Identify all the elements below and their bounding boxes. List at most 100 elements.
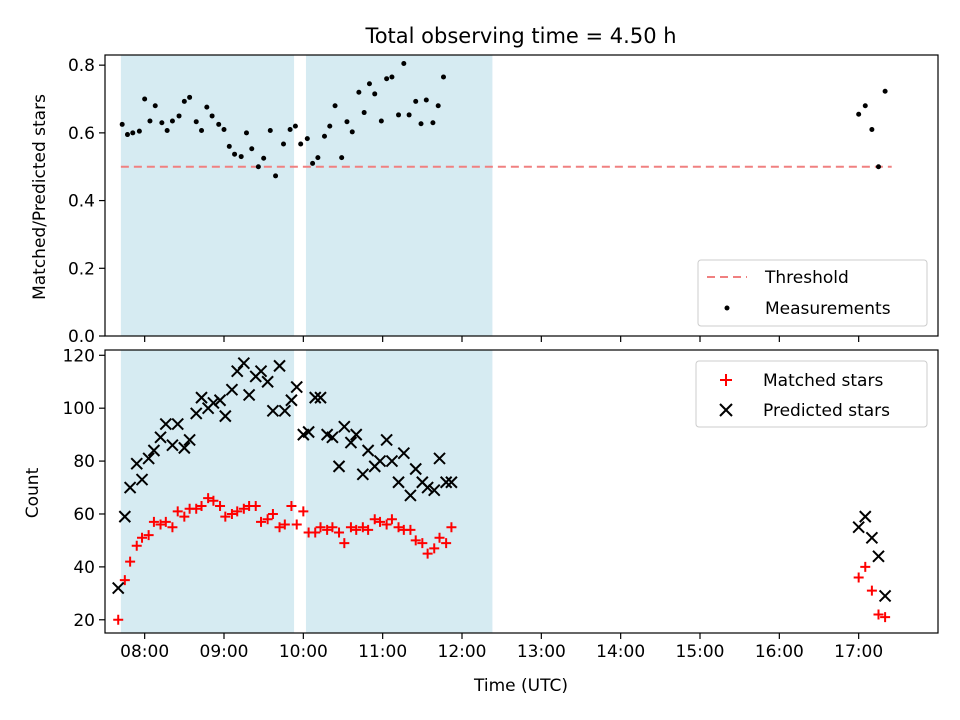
matched-stars-point — [172, 506, 183, 517]
measurements-point — [310, 160, 316, 166]
matched-stars-point — [417, 538, 428, 549]
shaded-interval-1 — [305, 55, 493, 336]
matched-stars-point — [250, 501, 261, 512]
measurements-point — [332, 103, 338, 109]
ratio-panel: 0.0 0.2 0.4 0.6 0.8 — [68, 54, 939, 347]
predicted-stars-point — [207, 396, 220, 410]
measurements-point — [876, 164, 881, 170]
measurements-point — [181, 98, 187, 104]
measurements-point — [281, 141, 286, 147]
matched-stars-point — [226, 508, 237, 519]
matched-stars-point — [208, 495, 219, 506]
matched-stars-point — [446, 522, 457, 533]
matched-stars-point — [238, 503, 249, 514]
predicted-stars-point — [852, 520, 865, 534]
predicted-stars-point — [309, 391, 322, 404]
matched-stars-point — [167, 522, 178, 533]
legend-predicted-label: Predicted stars — [763, 401, 890, 421]
predicted-stars-point — [878, 589, 892, 603]
legend-matched-label: Matched stars — [763, 371, 883, 391]
matched-stars-point — [179, 511, 190, 522]
predicted-stars-point — [344, 436, 358, 449]
legend-ratio: Threshold Measurements — [697, 259, 928, 327]
predicted-stars-point — [213, 394, 227, 407]
x-tick-label: 17:00 — [834, 642, 883, 662]
legend-threshold-label: Threshold — [764, 268, 849, 288]
y-axis-label-count: Count — [23, 467, 43, 518]
matched-stars-point — [215, 501, 226, 512]
matched-stars-point — [322, 524, 333, 535]
legend-measurements-label: Measurements — [765, 299, 891, 319]
shaded-interval-0 — [120, 55, 295, 336]
y-tick-label: 0.4 — [68, 192, 95, 212]
matched-stars-point — [279, 519, 290, 530]
measurements-point — [882, 88, 888, 94]
measurements-point — [226, 143, 232, 149]
matched-stars-point — [422, 548, 433, 559]
x-tick-label: 10:00 — [279, 642, 328, 662]
measurements-point — [304, 136, 310, 142]
predicted-stars-point — [278, 404, 292, 418]
matched-stars-point — [345, 522, 356, 533]
measurements-point — [315, 155, 321, 161]
predicted-stars-point — [397, 446, 411, 460]
matched-stars-point — [405, 524, 416, 535]
predicted-stars-point — [302, 425, 315, 439]
predicted-stars-point — [171, 417, 184, 431]
measurements-point — [862, 103, 868, 109]
measurements-point — [413, 98, 419, 104]
predicted-stars-point — [439, 476, 453, 489]
measurements-point — [267, 127, 273, 133]
count-panel: 20 40 60 80 100 120 08:00 09:00 10:00 11:00 12:00 1… — [63, 346, 939, 662]
matched-stars-point — [327, 522, 338, 533]
measurements-point — [366, 81, 372, 87]
predicted-stars-point — [225, 383, 239, 396]
matched-stars-point — [232, 506, 243, 517]
matched-stars-point — [137, 532, 148, 543]
shaded-interval-1 — [305, 350, 493, 633]
matched-stars-point — [113, 614, 124, 625]
matched-stars-point — [393, 522, 404, 533]
predicted-stars-point — [859, 510, 872, 523]
measurements-point — [423, 97, 429, 103]
matched-stars-point — [410, 535, 421, 546]
matched-stars-point — [866, 585, 877, 596]
y-tick-label: 100 — [63, 399, 95, 419]
matched-stars-point — [441, 538, 452, 549]
matched-stars-point — [873, 609, 884, 620]
measurements-point — [124, 132, 130, 138]
predicted-stars-point — [190, 407, 203, 420]
predicted-stars-point — [237, 357, 251, 370]
y-tick-label: 0.2 — [68, 259, 95, 279]
predicted-stars-point — [380, 433, 393, 447]
predicted-stars-point — [195, 391, 208, 404]
predicted-stars-point — [332, 460, 346, 473]
measurements-point — [164, 127, 170, 133]
measurements-point — [401, 60, 407, 66]
x-axis-label: Time (UTC) — [473, 676, 568, 696]
measurements-point — [142, 96, 148, 102]
measurements-point — [130, 130, 136, 136]
predicted-stars-point — [183, 433, 196, 447]
measurements-point — [221, 126, 227, 132]
measurements-point — [389, 74, 395, 80]
x-tick-label: 09:00 — [200, 642, 249, 662]
x-tick-label: 14:00 — [596, 642, 645, 662]
x-tick-label: 08:00 — [120, 642, 169, 662]
plot-frame — [104, 54, 939, 337]
measurements-point — [287, 126, 293, 132]
measurements-point — [327, 123, 333, 129]
predicted-stars-point — [404, 489, 417, 502]
measurements-point — [406, 112, 412, 118]
predicted-stars-point — [112, 581, 125, 595]
x-tick-label: 13:00 — [517, 642, 566, 662]
y-tick-label: 80 — [73, 452, 95, 472]
plot-frame — [104, 349, 939, 634]
legend-predicted-swatch — [719, 403, 733, 417]
matched-stars-point — [298, 506, 309, 517]
measurements-point — [430, 120, 436, 126]
predicted-stars-point — [135, 473, 149, 486]
measurements-point — [869, 126, 875, 132]
measurements-point — [249, 146, 255, 152]
y-tick-label: 0.6 — [68, 124, 95, 144]
